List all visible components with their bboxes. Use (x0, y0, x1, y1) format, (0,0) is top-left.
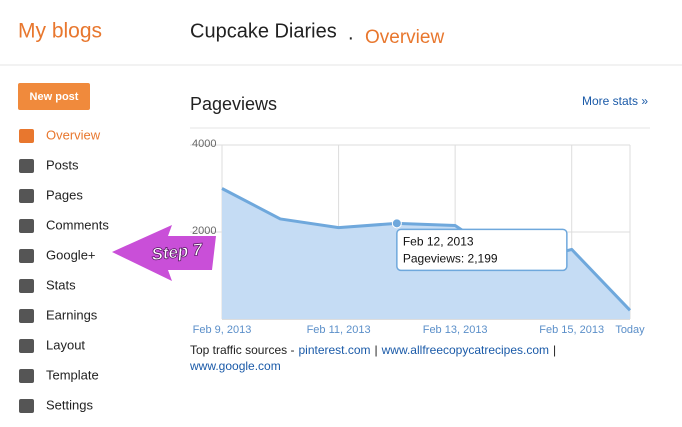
traffic-separator: | (553, 343, 556, 357)
traffic-link[interactable]: pinterest.com (298, 343, 370, 357)
nav-icon (19, 339, 34, 353)
nav-item[interactable]: Pages (46, 187, 83, 202)
x-tick-label: Feb 9, 2013 (193, 324, 252, 336)
y-tick-label: 4000 (192, 138, 216, 150)
nav-item[interactable]: Comments (46, 217, 109, 232)
nav-icon (19, 129, 34, 143)
nav-icon (19, 159, 34, 173)
traffic-label: Top traffic sources - (190, 343, 294, 357)
nav-item[interactable]: Template (46, 367, 99, 382)
pageviews-chart: 2000 4000 Feb 9, 2013 Feb 11, 2013 Feb 13, 2… (190, 138, 645, 336)
nav-icon (19, 249, 34, 263)
hover-point (391, 218, 402, 229)
nav-icon (19, 309, 34, 323)
nav-icon (19, 399, 34, 413)
nav-item[interactable]: Layout (46, 337, 85, 352)
traffic-link[interactable]: www.allfreecopycatrecipes.com (381, 343, 549, 357)
nav-icon (19, 189, 34, 203)
more-stats-link[interactable]: More stats » (582, 94, 648, 108)
traffic-separator: | (375, 343, 378, 357)
nav-item[interactable]: Earnings (46, 307, 98, 322)
x-tick-label: Feb 15, 2013 (539, 324, 604, 336)
nav-item[interactable]: Settings (46, 397, 93, 412)
new-post-label[interactable]: New post (30, 91, 79, 103)
traffic-line: Top traffic sources - pinterest.com | www.a… (190, 343, 556, 357)
new-post-button[interactable] (18, 83, 90, 110)
x-tick-label: Feb 11, 2013 (307, 324, 371, 336)
nav-icon (19, 369, 34, 383)
blog-name[interactable]: Cupcake Diaries (190, 20, 337, 42)
y-tick-label: 2000 (192, 225, 216, 237)
nav-icon (19, 219, 34, 233)
nav-item[interactable]: Posts (46, 157, 79, 172)
section-title: Overview (365, 27, 444, 48)
nav-icon (19, 279, 34, 293)
nav-item[interactable]: Stats (46, 277, 76, 292)
app-title: My blogs (18, 20, 102, 43)
tooltip-title: Feb 12, 2013 (403, 235, 474, 249)
tooltip-box (396, 228, 568, 272)
sidebar-nav: Overview Posts Pages Comments Google+ Stats Ea… (19, 127, 109, 413)
step-arrow (112, 225, 216, 281)
separator: . (348, 22, 354, 44)
tooltip-text: Pageviews: 2,199 (403, 252, 498, 266)
nav-item[interactable]: Google+ (46, 247, 96, 262)
traffic-link[interactable]: www.google.com (189, 359, 281, 373)
panel-title: Pageviews (190, 94, 277, 114)
x-tick-label: Today (615, 324, 645, 336)
nav-item[interactable]: Overview (46, 127, 101, 142)
x-tick-label: Feb 13, 2013 (423, 324, 488, 336)
